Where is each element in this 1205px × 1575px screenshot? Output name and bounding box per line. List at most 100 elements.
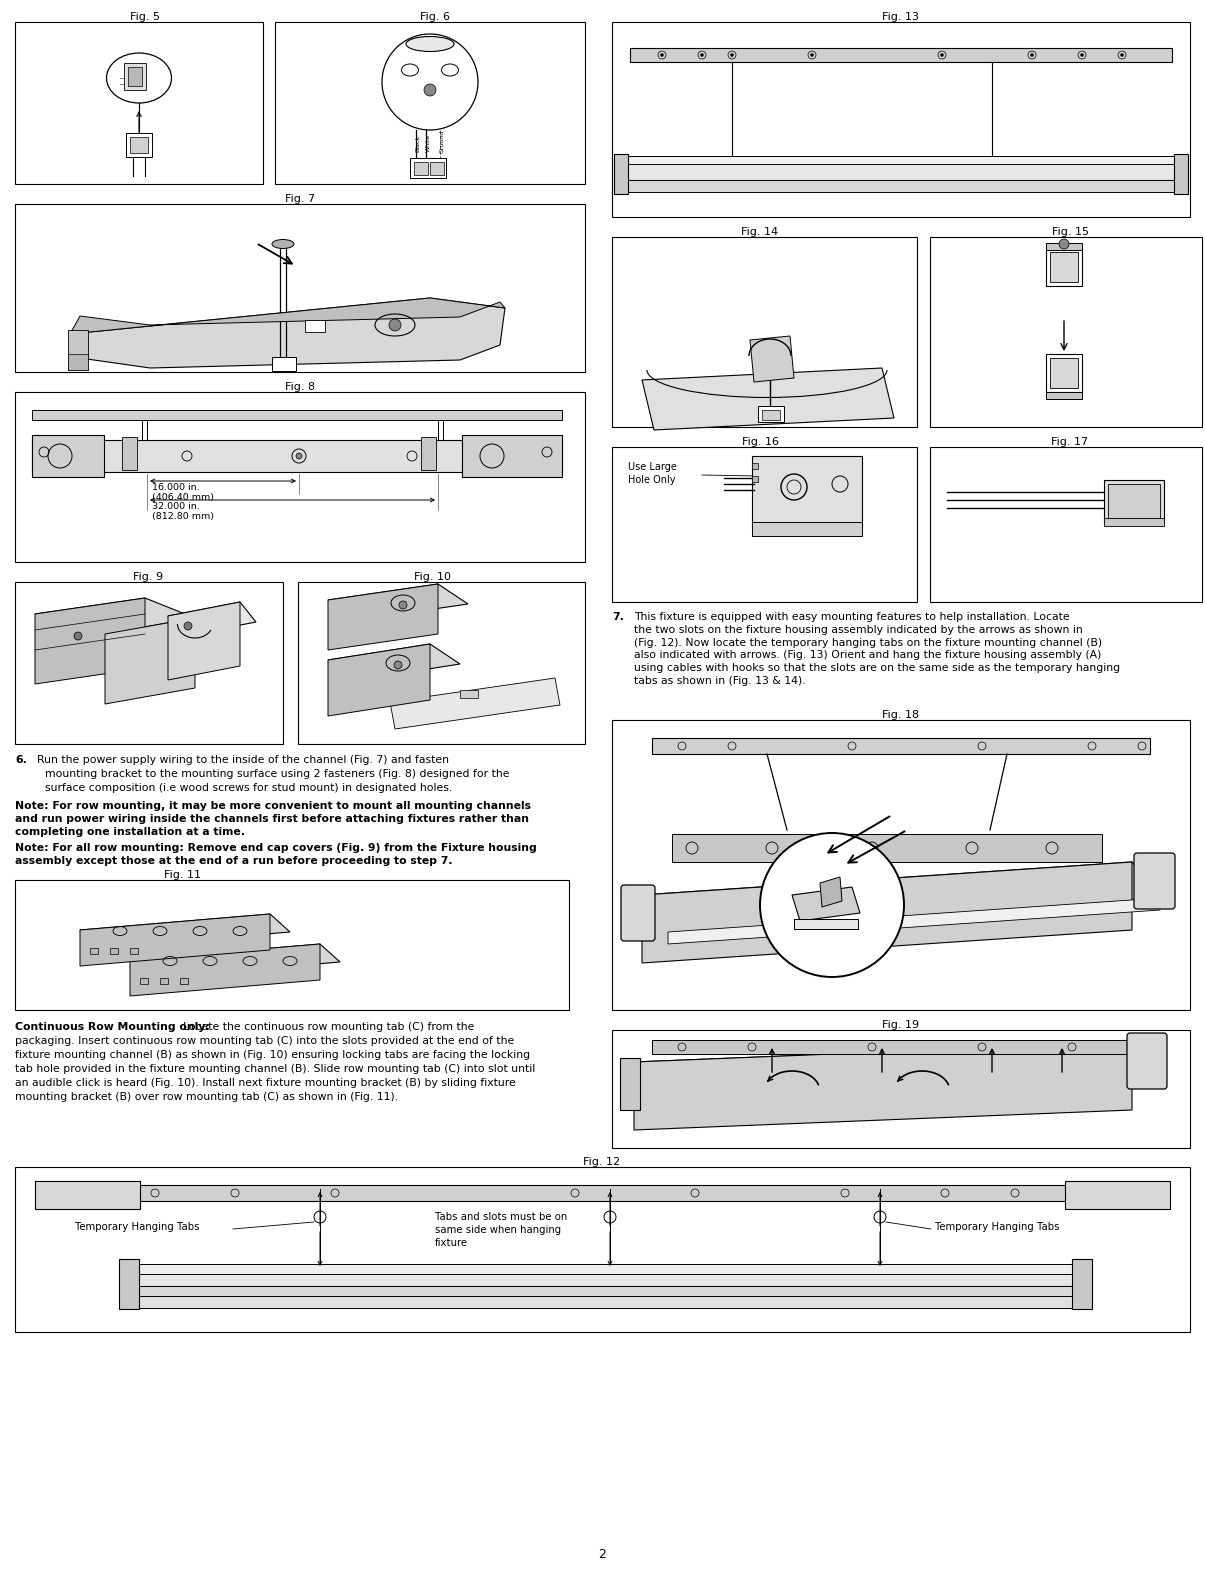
Bar bbox=[90, 948, 98, 954]
Bar bbox=[135, 1287, 1075, 1296]
Text: 16.000 in.: 16.000 in. bbox=[152, 484, 200, 491]
Bar bbox=[305, 320, 325, 332]
Bar bbox=[612, 1030, 1191, 1148]
Polygon shape bbox=[80, 913, 290, 948]
Bar bbox=[140, 978, 148, 984]
Circle shape bbox=[1030, 54, 1034, 57]
Text: This fixture is equipped with easy mounting features to help installation. Locat: This fixture is equipped with easy mount… bbox=[634, 613, 1121, 687]
Bar bbox=[612, 236, 917, 427]
Bar bbox=[1174, 154, 1188, 194]
Circle shape bbox=[1059, 239, 1069, 249]
Bar bbox=[180, 978, 188, 984]
Text: Fig. 10: Fig. 10 bbox=[413, 572, 451, 583]
Bar bbox=[33, 439, 562, 472]
Bar bbox=[110, 948, 118, 954]
Circle shape bbox=[811, 54, 813, 57]
Text: White: White bbox=[425, 134, 430, 153]
Bar bbox=[124, 63, 146, 90]
Text: Locate the continuous row mounting tab (C) from the: Locate the continuous row mounting tab (… bbox=[183, 1022, 475, 1032]
Bar bbox=[930, 447, 1203, 602]
Bar bbox=[67, 354, 88, 370]
Circle shape bbox=[760, 833, 904, 976]
Bar bbox=[1046, 247, 1082, 287]
Bar bbox=[612, 720, 1191, 1010]
Bar bbox=[672, 835, 1103, 862]
Text: fixture mounting channel (B) as shown in (Fig. 10) ensuring locking tabs are fac: fixture mounting channel (B) as shown in… bbox=[14, 1051, 530, 1060]
Text: Fig. 7: Fig. 7 bbox=[284, 194, 315, 205]
Text: packaging. Insert continuous row mounting tab (C) into the slots provided at the: packaging. Insert continuous row mountin… bbox=[14, 1036, 515, 1046]
Bar bbox=[160, 978, 167, 984]
Bar bbox=[135, 1273, 1075, 1287]
Polygon shape bbox=[105, 617, 195, 704]
Text: Fig. 15: Fig. 15 bbox=[1052, 227, 1088, 236]
Bar bbox=[752, 463, 758, 469]
Text: 2: 2 bbox=[598, 1548, 606, 1561]
Text: an audible click is heard (Fig. 10). Install next fixture mounting bracket (B) b: an audible click is heard (Fig. 10). Ins… bbox=[14, 1077, 516, 1088]
Bar bbox=[14, 1167, 1191, 1332]
Polygon shape bbox=[70, 298, 505, 334]
Bar bbox=[930, 236, 1203, 427]
Polygon shape bbox=[328, 584, 468, 621]
Bar bbox=[410, 158, 446, 178]
Text: Fig. 8: Fig. 8 bbox=[284, 383, 315, 392]
Text: tab hole provided in the fixture mounting channel (B). Slide row mounting tab (C: tab hole provided in the fixture mountin… bbox=[14, 1065, 535, 1074]
Bar bbox=[1050, 252, 1078, 282]
Bar bbox=[122, 436, 137, 469]
Polygon shape bbox=[634, 1043, 1160, 1091]
Bar bbox=[128, 68, 142, 87]
Bar bbox=[612, 447, 917, 602]
Text: (812.80 mm): (812.80 mm) bbox=[152, 512, 214, 521]
Text: Temporary Hanging Tabs: Temporary Hanging Tabs bbox=[935, 1222, 1059, 1232]
Polygon shape bbox=[328, 584, 437, 650]
Text: surface composition (i.e wood screws for stud mount) in designated holes.: surface composition (i.e wood screws for… bbox=[45, 783, 452, 792]
Text: Fig. 16: Fig. 16 bbox=[741, 436, 778, 447]
Text: mounting bracket (B) over row mounting tab (C) as shown in (Fig. 11).: mounting bracket (B) over row mounting t… bbox=[14, 1091, 398, 1102]
Text: Fig. 12: Fig. 12 bbox=[583, 1158, 621, 1167]
Circle shape bbox=[394, 662, 402, 669]
Text: Fig. 17: Fig. 17 bbox=[1052, 436, 1088, 447]
Text: Run the power supply wiring to the inside of the channel (Fig. 7) and fasten: Run the power supply wiring to the insid… bbox=[37, 754, 449, 765]
Bar bbox=[1109, 484, 1160, 518]
Text: 7.: 7. bbox=[612, 613, 624, 622]
Ellipse shape bbox=[406, 36, 454, 52]
Bar bbox=[135, 1296, 1075, 1307]
Bar bbox=[272, 358, 296, 372]
Polygon shape bbox=[70, 298, 505, 369]
Bar bbox=[130, 948, 139, 954]
Polygon shape bbox=[130, 943, 340, 978]
Text: Fig. 19: Fig. 19 bbox=[882, 1021, 919, 1030]
Bar bbox=[652, 1040, 1127, 1054]
Polygon shape bbox=[642, 369, 894, 430]
Polygon shape bbox=[642, 862, 1131, 962]
Polygon shape bbox=[642, 862, 1160, 932]
Text: Fig. 14: Fig. 14 bbox=[741, 227, 778, 236]
Bar bbox=[33, 410, 562, 421]
Bar bbox=[621, 1058, 640, 1110]
Polygon shape bbox=[390, 677, 560, 729]
Bar bbox=[624, 180, 1178, 192]
Bar bbox=[462, 435, 562, 477]
Text: Fig. 11: Fig. 11 bbox=[165, 869, 201, 880]
Polygon shape bbox=[634, 1043, 1131, 1129]
Bar bbox=[624, 156, 1178, 164]
Polygon shape bbox=[130, 943, 321, 995]
Text: 6.: 6. bbox=[14, 754, 27, 765]
Text: Ground: Ground bbox=[440, 129, 445, 153]
Polygon shape bbox=[167, 602, 240, 680]
Text: Fig. 9: Fig. 9 bbox=[133, 572, 163, 583]
Bar bbox=[1046, 354, 1082, 392]
Bar bbox=[14, 392, 584, 562]
Text: Use Large
Hole Only: Use Large Hole Only bbox=[628, 461, 677, 485]
Bar bbox=[752, 521, 862, 536]
Circle shape bbox=[296, 454, 302, 458]
Circle shape bbox=[730, 54, 734, 57]
Polygon shape bbox=[35, 598, 145, 684]
Bar bbox=[794, 918, 858, 929]
Bar bbox=[762, 410, 780, 421]
Bar bbox=[130, 137, 148, 153]
Text: Fig. 5: Fig. 5 bbox=[130, 13, 160, 22]
Bar bbox=[758, 406, 784, 422]
Circle shape bbox=[940, 54, 944, 57]
Text: Temporary Hanging Tabs: Temporary Hanging Tabs bbox=[75, 1222, 200, 1232]
Bar bbox=[127, 132, 152, 158]
